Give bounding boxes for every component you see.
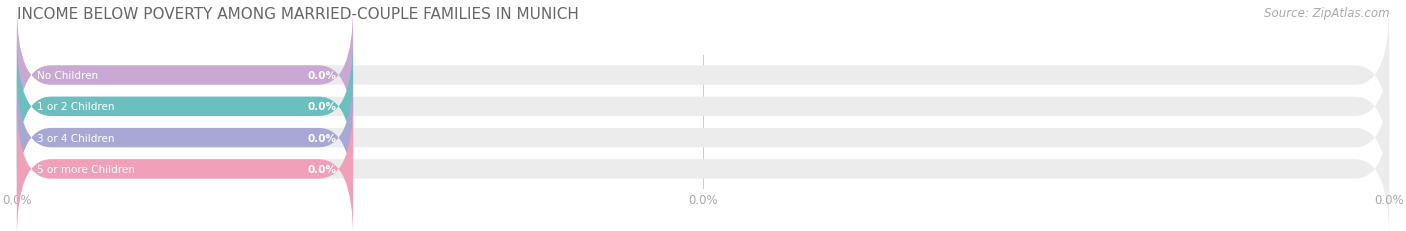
Text: No Children: No Children bbox=[38, 71, 98, 81]
FancyBboxPatch shape bbox=[17, 70, 353, 206]
Text: Source: ZipAtlas.com: Source: ZipAtlas.com bbox=[1264, 7, 1389, 20]
FancyBboxPatch shape bbox=[17, 101, 1389, 231]
FancyBboxPatch shape bbox=[17, 101, 353, 231]
FancyBboxPatch shape bbox=[17, 39, 353, 175]
Text: 0.0%: 0.0% bbox=[308, 164, 336, 174]
FancyBboxPatch shape bbox=[17, 7, 1389, 144]
Text: 0.0%: 0.0% bbox=[308, 71, 336, 81]
Text: 1 or 2 Children: 1 or 2 Children bbox=[38, 102, 115, 112]
FancyBboxPatch shape bbox=[17, 7, 353, 144]
Text: 3 or 4 Children: 3 or 4 Children bbox=[38, 133, 115, 143]
Text: 5 or more Children: 5 or more Children bbox=[38, 164, 135, 174]
Text: 0.0%: 0.0% bbox=[308, 133, 336, 143]
Text: INCOME BELOW POVERTY AMONG MARRIED-COUPLE FAMILIES IN MUNICH: INCOME BELOW POVERTY AMONG MARRIED-COUPL… bbox=[17, 7, 579, 22]
Text: 0.0%: 0.0% bbox=[308, 102, 336, 112]
FancyBboxPatch shape bbox=[17, 70, 1389, 206]
FancyBboxPatch shape bbox=[17, 39, 1389, 175]
